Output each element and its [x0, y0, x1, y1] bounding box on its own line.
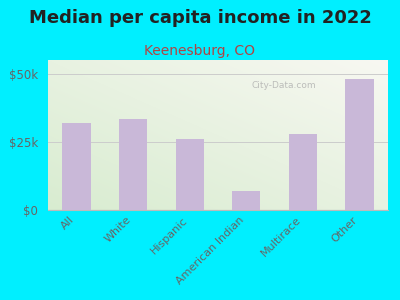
Bar [232, 191, 260, 210]
Bar [176, 139, 204, 210]
Text: Keenesburg, CO: Keenesburg, CO [144, 44, 256, 58]
Text: City-Data.com: City-Data.com [252, 81, 317, 90]
Bar [346, 79, 374, 210]
Bar [119, 118, 147, 210]
Bar [62, 123, 90, 210]
Bar [289, 134, 317, 210]
Text: Median per capita income in 2022: Median per capita income in 2022 [28, 9, 372, 27]
